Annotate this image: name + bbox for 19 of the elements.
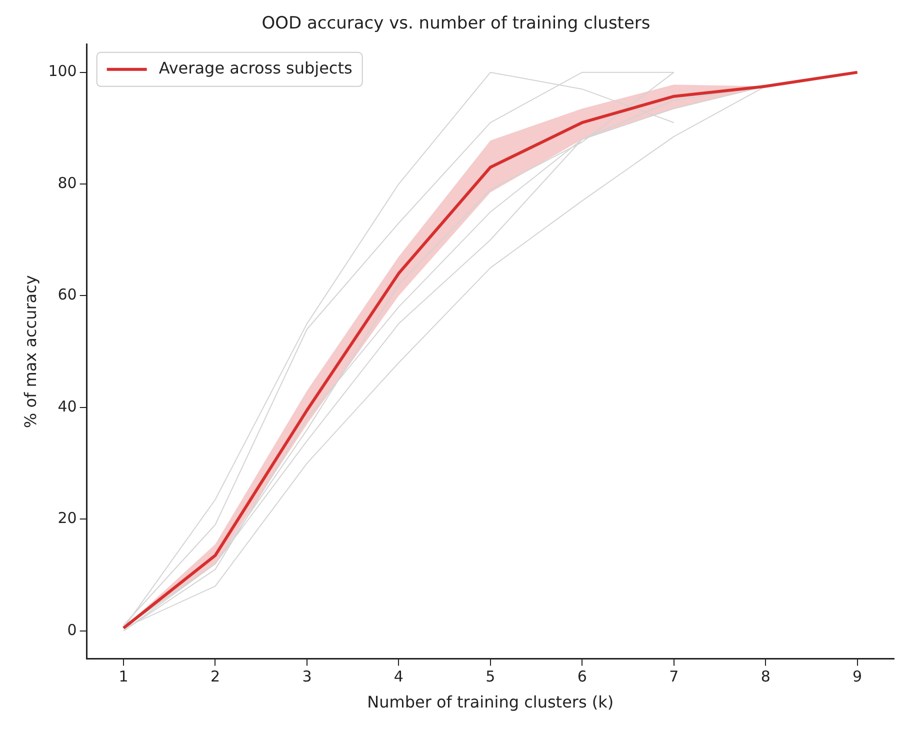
- y-tick-label: 20: [58, 509, 77, 528]
- x-tick-label: 9: [852, 668, 862, 686]
- chart-title: OOD accuracy vs. number of training clusters: [262, 14, 650, 34]
- x-tick-label: 6: [577, 668, 587, 686]
- y-tick-label: 40: [58, 397, 77, 416]
- x-tick-label: 3: [302, 668, 312, 686]
- x-tick-label: 8: [760, 668, 770, 686]
- y-tick-label: 0: [67, 620, 77, 639]
- y-tick-label: 80: [58, 174, 77, 192]
- x-axis-title: Number of training clusters (k): [367, 692, 614, 712]
- y-tick-label: 100: [48, 62, 77, 80]
- x-tick-label: 1: [118, 668, 128, 686]
- x-tick-label: 5: [486, 668, 496, 686]
- x-tick-label: 7: [669, 668, 679, 686]
- y-tick-label: 60: [58, 286, 77, 304]
- x-tick-label: 4: [394, 668, 404, 686]
- x-tick-label: 2: [210, 668, 220, 686]
- legend-label: Average across subjects: [158, 58, 352, 78]
- y-axis-title: % of max accuracy: [20, 275, 40, 428]
